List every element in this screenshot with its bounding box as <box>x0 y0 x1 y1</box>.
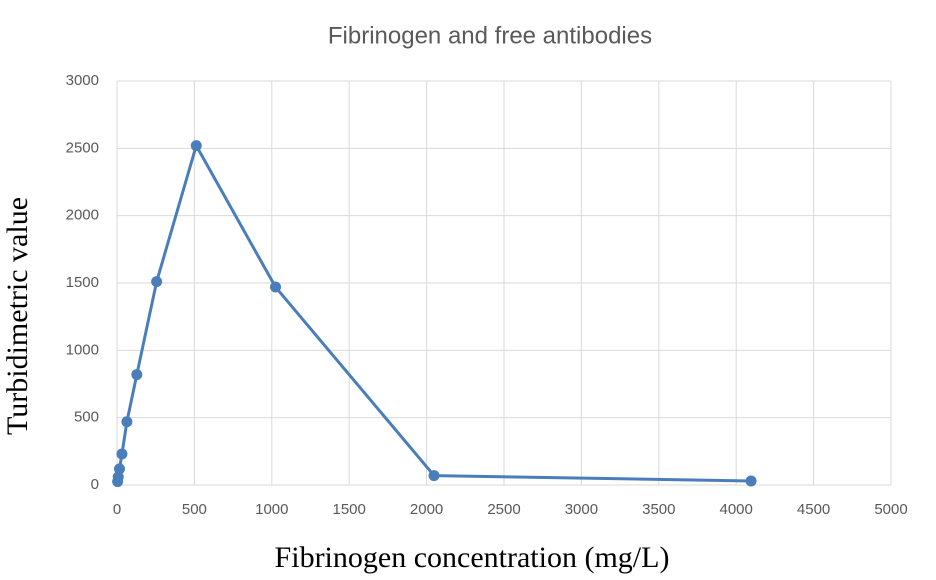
y-tick-label: 0 <box>91 476 99 493</box>
y-tick-label: 1500 <box>66 274 99 291</box>
marker <box>270 281 282 293</box>
marker <box>116 448 128 460</box>
y-tick-label: 2000 <box>66 207 99 224</box>
y-axis-label: Turbidimetric value <box>1 197 34 435</box>
x-tick-label: 1000 <box>255 501 288 518</box>
x-axis-label: Fibrinogen concentration (mg/L) <box>275 541 670 574</box>
marker <box>121 416 133 428</box>
marker <box>113 463 125 475</box>
marker <box>131 369 143 381</box>
x-tick-label: 500 <box>182 501 207 518</box>
marker <box>151 276 163 288</box>
x-tick-label: 3500 <box>642 501 675 518</box>
x-tick-label: 4000 <box>720 501 753 518</box>
y-tick-label: 500 <box>74 409 99 426</box>
x-tick-label: 1500 <box>333 501 366 518</box>
marker <box>190 140 202 152</box>
x-tick-label: 3000 <box>565 501 598 518</box>
x-tick-label: 2000 <box>410 501 443 518</box>
y-tick-label: 2500 <box>66 139 99 156</box>
x-tick-label: 2500 <box>487 501 520 518</box>
y-tick-label: 1000 <box>66 341 99 358</box>
marker <box>745 475 757 487</box>
chart-title: Fibrinogen and free antibodies <box>328 22 652 49</box>
y-tick-label: 3000 <box>66 72 99 89</box>
x-tick-label: 4500 <box>797 501 830 518</box>
x-tick-label: 5000 <box>874 501 907 518</box>
x-tick-label: 0 <box>113 501 121 518</box>
marker <box>428 470 440 482</box>
marker <box>112 471 124 483</box>
